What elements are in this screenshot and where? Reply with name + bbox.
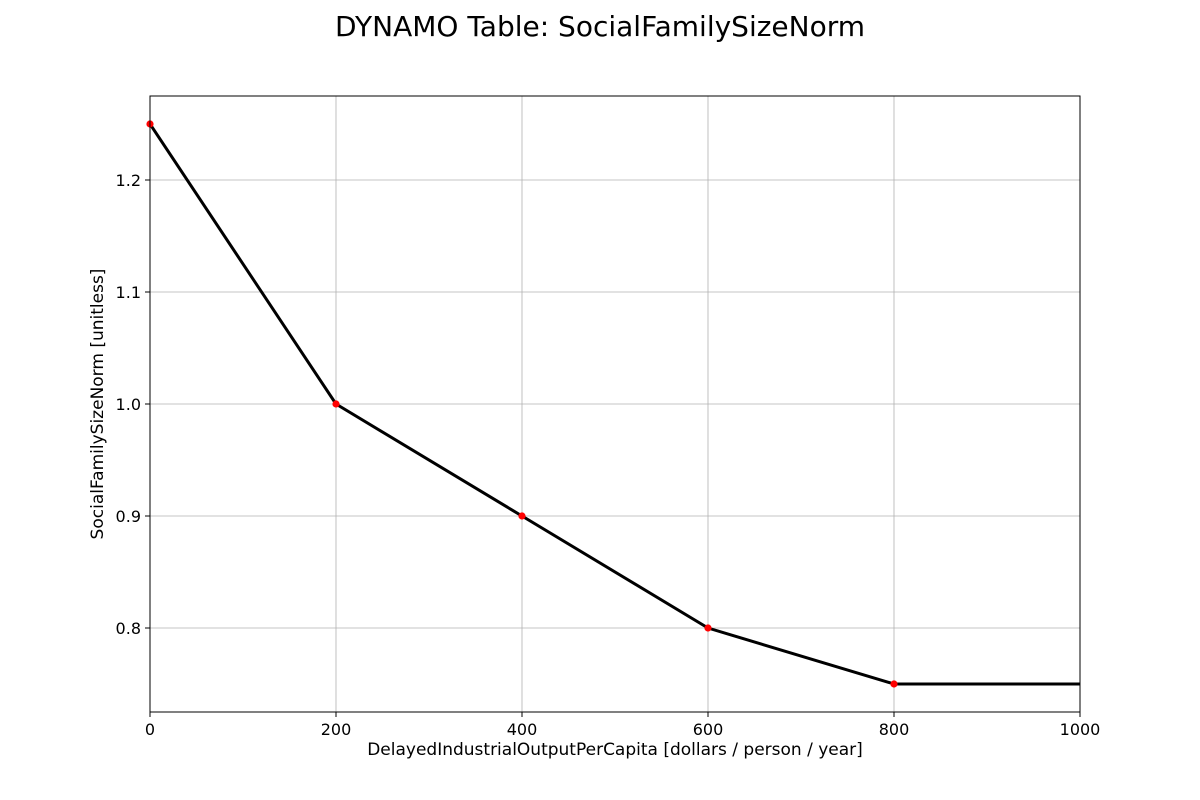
x-tick-label: 0: [145, 720, 155, 739]
series-line: [148, 123, 1080, 686]
y-axis-label: SocialFamilySizeNorm [unitless]: [88, 268, 108, 540]
y-tick-label: 0.8: [116, 619, 141, 638]
x-tick-label: 800: [879, 720, 910, 739]
x-tick-label: 200: [321, 720, 352, 739]
data-point: [704, 624, 712, 632]
y-tick-label: 1.0: [116, 395, 141, 414]
data-point: [518, 512, 526, 520]
chart-title: DYNAMO Table: SocialFamilySizeNorm: [334, 10, 866, 43]
x-tick-label: 1000: [1060, 720, 1101, 739]
y-tick-label: 1.2: [116, 171, 141, 190]
y-tick-label: 1.1: [116, 283, 141, 302]
x-axis-label: DelayedIndustrialOutputPerCapita [dollar…: [367, 740, 863, 760]
x-tick-label: 400: [507, 720, 538, 739]
x-tick-label: 600: [693, 720, 724, 739]
data-point: [332, 400, 340, 408]
y-tick-label: 0.9: [116, 507, 141, 526]
data-point: [890, 680, 898, 688]
